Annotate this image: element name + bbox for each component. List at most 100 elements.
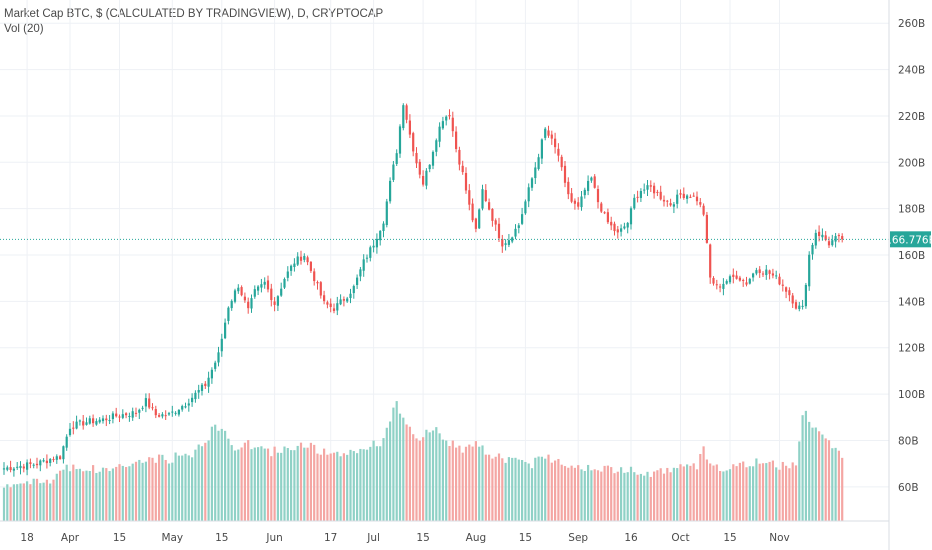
- candle-body: [636, 196, 639, 198]
- volume-bar: [323, 448, 326, 521]
- volume-bar: [686, 464, 689, 521]
- candle-body: [19, 465, 22, 469]
- x-tick-label: 15: [113, 532, 126, 544]
- y-tick-label: 140B: [898, 296, 925, 308]
- volume-bar: [167, 463, 171, 521]
- volume-bar: [629, 466, 633, 521]
- candle-body: [75, 421, 78, 429]
- volume-bar: [719, 470, 722, 521]
- volume-bar: [821, 434, 824, 521]
- candle-body: [728, 276, 732, 283]
- x-tick-label: Sep: [568, 532, 588, 544]
- volume-bar: [636, 474, 639, 521]
- volume-bar: [435, 427, 438, 521]
- candle-body: [639, 191, 642, 198]
- volume-bar: [610, 467, 613, 521]
- volume-indicator-label[interactable]: Vol (20): [4, 23, 44, 35]
- x-tick-label: 17: [324, 532, 337, 544]
- candle-body: [699, 202, 702, 205]
- volume-bar: [811, 427, 814, 521]
- candle-body: [171, 411, 174, 413]
- volume-bar: [187, 455, 190, 521]
- candle-body: [537, 157, 540, 169]
- x-tick-label: May: [161, 532, 183, 544]
- candle-body: [478, 209, 481, 229]
- volume-bar: [606, 465, 609, 521]
- volume-bar: [537, 456, 540, 521]
- volume-bar: [141, 462, 144, 521]
- candle-body: [451, 117, 454, 132]
- volume-bar: [653, 471, 656, 521]
- candle-body: [290, 265, 293, 271]
- volume-bar: [560, 464, 563, 521]
- volume-bar: [115, 466, 118, 521]
- volume-bar: [742, 461, 745, 521]
- volume-bar: [207, 440, 210, 521]
- volume-bars: [2, 401, 844, 521]
- volume-bar: [316, 453, 319, 521]
- volume-bar: [563, 466, 567, 521]
- volume-bar: [639, 473, 642, 521]
- candle-body: [653, 185, 656, 194]
- candle-body: [818, 231, 821, 237]
- candle-body: [676, 194, 679, 204]
- volume-bar: [511, 457, 514, 521]
- volume-bar: [785, 465, 788, 521]
- volume-bar: [603, 465, 606, 521]
- volume-bar: [491, 458, 494, 521]
- candle-body: [85, 422, 88, 425]
- volume-bar: [359, 448, 362, 521]
- volume-bar: [514, 457, 517, 521]
- candle-body: [128, 415, 131, 417]
- volume-bar: [544, 458, 547, 521]
- candle-body: [547, 130, 550, 136]
- candle-body: [101, 418, 105, 422]
- x-tick-label: Jul: [366, 532, 380, 544]
- candle-body: [613, 223, 616, 232]
- candle-body: [540, 139, 543, 159]
- volume-bar: [65, 464, 68, 521]
- volume-bar: [276, 452, 279, 521]
- candle-body: [656, 191, 659, 193]
- volume-bar: [461, 452, 464, 521]
- volume-bar: [16, 484, 19, 521]
- candle-body: [200, 384, 204, 391]
- candle-body: [105, 418, 108, 421]
- candle-body: [148, 398, 151, 408]
- volume-bar: [662, 473, 666, 521]
- volume-bar: [534, 457, 537, 521]
- volume-bar: [408, 426, 411, 521]
- volume-bar: [748, 466, 751, 521]
- candle-body: [197, 389, 200, 393]
- candle-body: [35, 463, 39, 466]
- candle-body: [237, 287, 240, 292]
- candle-body: [649, 185, 652, 187]
- volume-bar: [497, 453, 501, 521]
- candle-body: [458, 149, 461, 165]
- volume-bar: [666, 467, 669, 521]
- candle-body: [184, 406, 187, 408]
- volume-bar: [197, 444, 200, 521]
- candle-body: [692, 195, 695, 197]
- volume-bar: [445, 440, 448, 521]
- candle-body: [705, 214, 708, 243]
- volume-bar: [554, 460, 557, 521]
- volume-bar: [501, 458, 504, 521]
- candle-body: [29, 462, 32, 464]
- y-tick-label: 200B: [898, 157, 925, 169]
- candle-body: [194, 392, 197, 400]
- candle-body: [672, 204, 675, 207]
- volume-bar: [52, 479, 55, 521]
- candle-body: [765, 269, 768, 276]
- volume-bar: [557, 458, 560, 521]
- candle-body: [141, 407, 144, 409]
- volume-bar: [171, 462, 174, 521]
- volume-bar: [431, 430, 435, 521]
- candle-body: [474, 218, 477, 229]
- volume-bar: [425, 429, 428, 521]
- volume-bar: [712, 465, 715, 521]
- volume-bar: [243, 442, 246, 521]
- volume-bar: [59, 470, 62, 521]
- candle-body: [834, 236, 837, 242]
